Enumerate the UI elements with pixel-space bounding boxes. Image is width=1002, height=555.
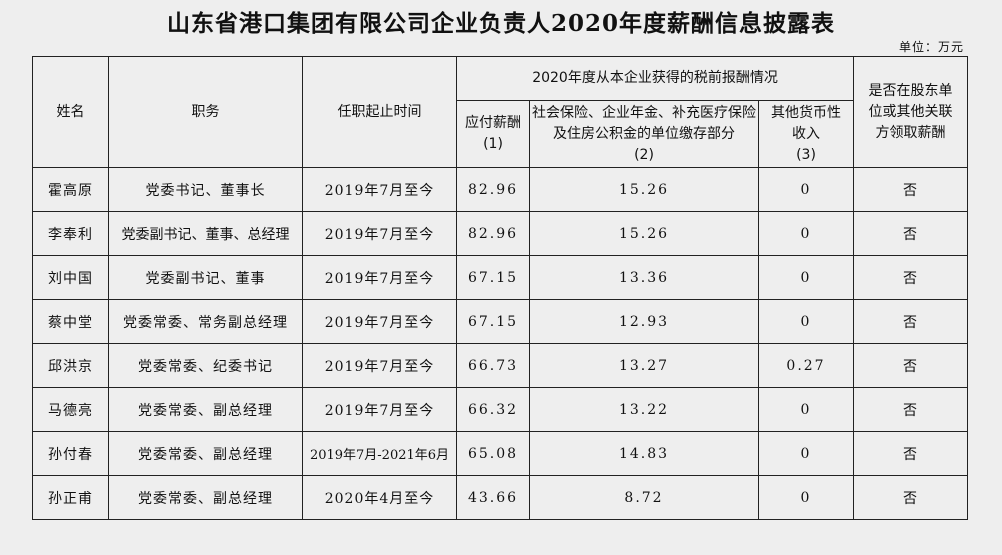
cell-payable: 66.73	[456, 343, 530, 388]
header-group: 2020年度从本企业获得的税前报酬情况	[455, 56, 855, 101]
cell-social: 8.72	[529, 475, 759, 520]
cell-other: 0	[757, 255, 855, 300]
page-title: 山东省港口集团有限公司企业负责人2020年度薪酬信息披露表	[166, 10, 835, 37]
header-position: 职务	[108, 56, 303, 168]
cell-payable: 82.96	[456, 211, 530, 256]
table-row: 邱洪京 党委常委、纪委书记 2019年7月至今 66.73 13.27 0.27…	[32, 343, 969, 388]
cell-term: 2019年7月至今	[302, 299, 457, 344]
cell-other: 0	[757, 299, 855, 344]
cell-payable: 67.15	[456, 299, 530, 344]
cell-related: 否	[853, 167, 969, 212]
cell-name: 蔡中堂	[32, 299, 109, 344]
cell-social: 13.27	[529, 343, 759, 388]
cell-position: 党委常委、纪委书记	[108, 343, 303, 388]
cell-term: 2020年4月至今	[302, 475, 457, 520]
cell-name: 孙正甫	[32, 475, 109, 520]
table-row: 孙付春 党委常委、副总经理 2019年7月-2021年6月 65.08 14.8…	[32, 431, 969, 476]
cell-other: 0	[757, 211, 855, 256]
cell-term: 2019年7月至今	[302, 211, 457, 256]
cell-name: 邱洪京	[32, 343, 109, 388]
cell-name: 刘中国	[32, 255, 109, 300]
table-row: 李奉利 党委副书记、董事、总经理 2019年7月至今 82.96 15.26 0…	[32, 211, 969, 256]
header-related-label: 是否在股东单位或其他关联方领取薪酬	[868, 82, 953, 141]
header-other: 其他货币性收入 (3)	[757, 100, 855, 168]
cell-social: 13.36	[529, 255, 759, 300]
cell-name: 李奉利	[32, 211, 109, 256]
cell-other: 0	[757, 475, 855, 520]
header-payable: 应付薪酬 (1)	[456, 100, 530, 168]
cell-name: 霍高原	[32, 167, 109, 212]
cell-position: 党委常委、副总经理	[108, 387, 303, 432]
cell-term: 2019年7月至今	[302, 167, 457, 212]
cell-term: 2019年7月至今	[302, 387, 457, 432]
header-other-number: (3)	[796, 146, 816, 163]
table-row: 刘中国 党委副书记、董事 2019年7月至今 67.15 13.36 0 否	[32, 255, 969, 300]
cell-position: 党委副书记、董事	[108, 255, 303, 300]
cell-social: 15.26	[529, 211, 759, 256]
cell-payable: 65.08	[456, 431, 530, 476]
header-social: 社会保险、企业年金、补充医疗保险及住房公积金的单位缴存部分 (2)	[529, 100, 759, 168]
cell-related: 否	[853, 211, 969, 256]
table-row: 霍高原 党委书记、董事长 2019年7月至今 82.96 15.26 0 否	[32, 167, 969, 212]
unit-label: 单位：万元	[898, 40, 964, 54]
cell-payable: 43.66	[456, 475, 530, 520]
cell-social: 14.83	[529, 431, 759, 476]
header-related: 是否在股东单位或其他关联方领取薪酬	[853, 56, 969, 168]
cell-other: 0	[757, 167, 855, 212]
header-social-number: (2)	[634, 146, 654, 163]
cell-payable: 67.15	[456, 255, 530, 300]
cell-position: 党委常委、副总经理	[108, 431, 303, 476]
cell-related: 否	[853, 255, 969, 300]
header-other-label: 其他货币性收入	[771, 104, 842, 142]
compensation-table: 姓名 职务 任职起止时间 2020年度从本企业获得的税前报酬情况 是否在股东单位…	[32, 56, 969, 520]
cell-social: 13.22	[529, 387, 759, 432]
cell-social: 15.26	[529, 167, 759, 212]
header-social-label: 社会保险、企业年金、补充医疗保险及住房公积金的单位缴存部分	[532, 104, 756, 142]
cell-other: 0	[757, 431, 855, 476]
cell-position: 党委常委、常务副总经理	[108, 299, 303, 344]
header-name: 姓名	[32, 56, 109, 168]
table-row: 马德亮 党委常委、副总经理 2019年7月至今 66.32 13.22 0 否	[32, 387, 969, 432]
table-row: 蔡中堂 党委常委、常务副总经理 2019年7月至今 67.15 12.93 0 …	[32, 299, 969, 344]
cell-related: 否	[853, 431, 969, 476]
cell-related: 否	[853, 299, 969, 344]
cell-related: 否	[853, 343, 969, 388]
cell-name: 马德亮	[32, 387, 109, 432]
header-payable-label: 应付薪酬	[465, 115, 521, 131]
header-payable-number: (1)	[483, 136, 503, 152]
cell-term: 2019年7月至今	[302, 255, 457, 300]
cell-term: 2019年7月至今	[302, 343, 457, 388]
cell-payable: 82.96	[456, 167, 530, 212]
cell-social: 12.93	[529, 299, 759, 344]
cell-related: 否	[853, 475, 969, 520]
cell-term: 2019年7月-2021年6月	[302, 431, 457, 476]
cell-position: 党委常委、副总经理	[108, 475, 303, 520]
cell-position: 党委副书记、董事、总经理	[108, 211, 303, 256]
cell-payable: 66.32	[456, 387, 530, 432]
table-row: 孙正甫 党委常委、副总经理 2020年4月至今 43.66 8.72 0 否	[32, 475, 969, 520]
header-term: 任职起止时间	[302, 56, 457, 168]
cell-name: 孙付春	[32, 431, 109, 476]
cell-position: 党委书记、董事长	[108, 167, 303, 212]
cell-other: 0	[757, 387, 855, 432]
cell-other: 0.27	[757, 343, 855, 388]
cell-related: 否	[853, 387, 969, 432]
